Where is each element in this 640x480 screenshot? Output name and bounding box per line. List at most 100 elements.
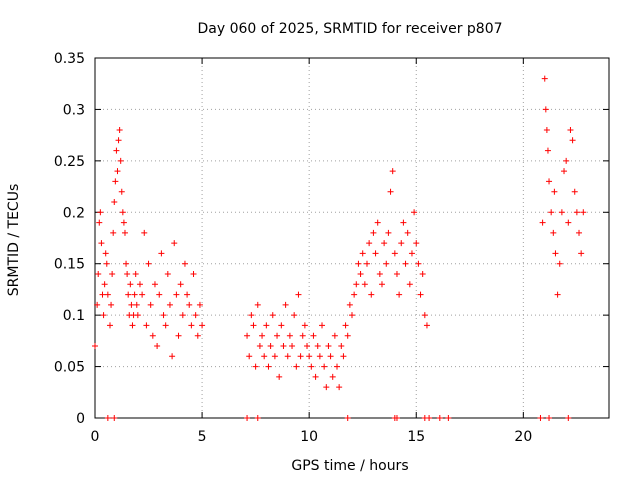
- data-point: [108, 301, 115, 308]
- data-point: [304, 343, 311, 349]
- data-point: [393, 271, 400, 277]
- data-point: [133, 301, 140, 308]
- data-point: [329, 373, 336, 380]
- data-point: [254, 301, 261, 308]
- plot-frame: [94, 57, 610, 419]
- data-point: [404, 229, 411, 236]
- data-point: [244, 415, 251, 421]
- data-point: [96, 219, 103, 226]
- x-tick-label: 0: [91, 429, 100, 445]
- data-point: [321, 363, 328, 370]
- data-point: [310, 332, 317, 339]
- data-point: [124, 271, 131, 277]
- data-point: [542, 106, 549, 113]
- data-point: [139, 291, 146, 298]
- data-point: [415, 260, 422, 267]
- data-point: [546, 415, 553, 421]
- data-point: [548, 209, 555, 216]
- data-point: [269, 312, 276, 319]
- data-point: [408, 250, 415, 257]
- data-point: [325, 343, 332, 349]
- data-point: [312, 373, 319, 380]
- data-point: [94, 301, 101, 308]
- data-point: [291, 312, 298, 319]
- data-point: [106, 322, 113, 329]
- data-point: [357, 271, 364, 277]
- data-point: [151, 281, 158, 288]
- data-point: [556, 260, 563, 267]
- data-point: [169, 353, 176, 360]
- data-point: [421, 312, 428, 319]
- data-point: [263, 322, 270, 329]
- data-point: [569, 137, 576, 144]
- data-point: [580, 209, 587, 216]
- data-point: [406, 281, 413, 288]
- data-point: [565, 219, 572, 226]
- data-point: [92, 343, 98, 349]
- y-tick-label: 0.3: [63, 102, 85, 118]
- data-point: [338, 343, 345, 349]
- y-tick-label: 0.25: [54, 154, 85, 170]
- data-point: [158, 250, 165, 257]
- data-point: [120, 219, 127, 226]
- data-point: [175, 332, 182, 339]
- data-point: [246, 353, 253, 360]
- data-point: [323, 384, 330, 391]
- data-point: [436, 415, 443, 421]
- data-point: [164, 271, 171, 277]
- data-point: [276, 373, 283, 380]
- data-point: [563, 157, 570, 164]
- data-point: [370, 229, 377, 236]
- data-point: [129, 322, 136, 329]
- data-point: [417, 291, 424, 298]
- data-point: [400, 219, 407, 226]
- y-tick-label: 0.35: [54, 51, 85, 67]
- data-point: [293, 363, 300, 370]
- ticks: 0 0.05 0.1 0.15 0.2 0.25 0.3 0.35 0 5 10 15 20: [54, 51, 609, 445]
- data-point: [306, 353, 313, 360]
- data-point: [419, 271, 426, 277]
- data-point: [359, 250, 366, 257]
- data-point: [374, 219, 381, 226]
- data-point: [331, 332, 338, 339]
- data-point: [551, 188, 558, 195]
- data-point: [160, 312, 167, 319]
- data-point: [116, 127, 123, 133]
- data-point: [111, 199, 118, 205]
- data-point: [188, 322, 195, 329]
- data-point: [190, 271, 197, 277]
- data-point: [537, 415, 544, 421]
- data-point: [147, 301, 154, 308]
- data-point: [259, 332, 266, 339]
- data-point: [274, 332, 281, 339]
- y-tick-label: 0.2: [63, 205, 85, 221]
- data-point: [445, 415, 452, 421]
- data-point: [576, 229, 583, 236]
- data-point: [398, 240, 405, 247]
- data-point: [119, 209, 126, 216]
- data-point: [301, 322, 308, 329]
- chart-title: Day 060 of 2025, SRMTID for receiver p80…: [197, 21, 502, 37]
- data-point: [149, 332, 156, 339]
- data-point: [344, 415, 351, 421]
- data-point: [372, 250, 379, 257]
- data-point: [95, 271, 102, 277]
- data-point: [578, 250, 585, 257]
- data-point: [196, 301, 203, 308]
- data-point: [561, 168, 568, 175]
- data-point: [173, 291, 180, 298]
- data-point: [271, 353, 278, 360]
- data-point: [113, 147, 120, 154]
- data-point: [143, 322, 150, 329]
- y-tick-label: 0.15: [54, 257, 85, 273]
- y-axis-label: SRMTID / TECUs: [6, 184, 22, 297]
- data-point: [334, 363, 341, 370]
- data-point: [402, 260, 409, 267]
- data-point: [413, 240, 420, 247]
- data-point: [199, 322, 206, 329]
- data-point: [141, 229, 148, 236]
- data-point: [558, 209, 565, 216]
- data-point: [110, 229, 117, 236]
